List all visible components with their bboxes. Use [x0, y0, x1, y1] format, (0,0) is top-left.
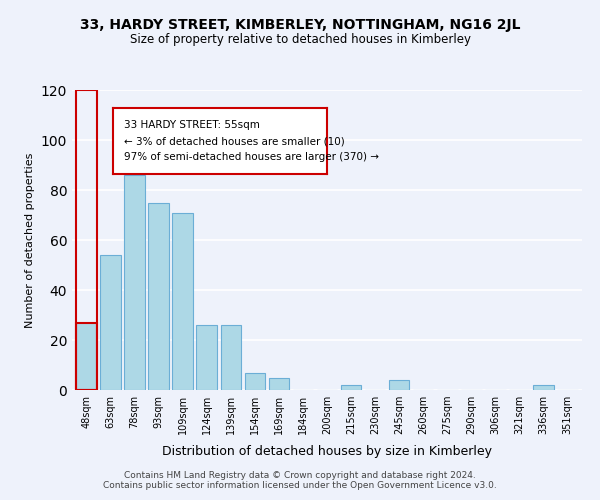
Text: 33, HARDY STREET, KIMBERLEY, NOTTINGHAM, NG16 2JL: 33, HARDY STREET, KIMBERLEY, NOTTINGHAM,… — [80, 18, 520, 32]
Bar — [100, 255, 121, 390]
Y-axis label: Number of detached properties: Number of detached properties — [25, 152, 35, 328]
Bar — [389, 380, 409, 390]
Text: Size of property relative to detached houses in Kimberley: Size of property relative to detached ho… — [130, 32, 470, 46]
Bar — [341, 385, 361, 390]
Bar — [172, 212, 193, 390]
Bar — [76, 322, 97, 390]
Bar — [124, 175, 145, 390]
Bar — [196, 325, 217, 390]
X-axis label: Distribution of detached houses by size in Kimberley: Distribution of detached houses by size … — [162, 446, 492, 458]
Bar — [533, 385, 554, 390]
Bar — [76, 90, 97, 390]
Bar — [221, 325, 241, 390]
Bar — [148, 202, 169, 390]
Text: Contains HM Land Registry data © Crown copyright and database right 2024.
Contai: Contains HM Land Registry data © Crown c… — [103, 470, 497, 490]
Bar — [245, 372, 265, 390]
Bar — [269, 378, 289, 390]
